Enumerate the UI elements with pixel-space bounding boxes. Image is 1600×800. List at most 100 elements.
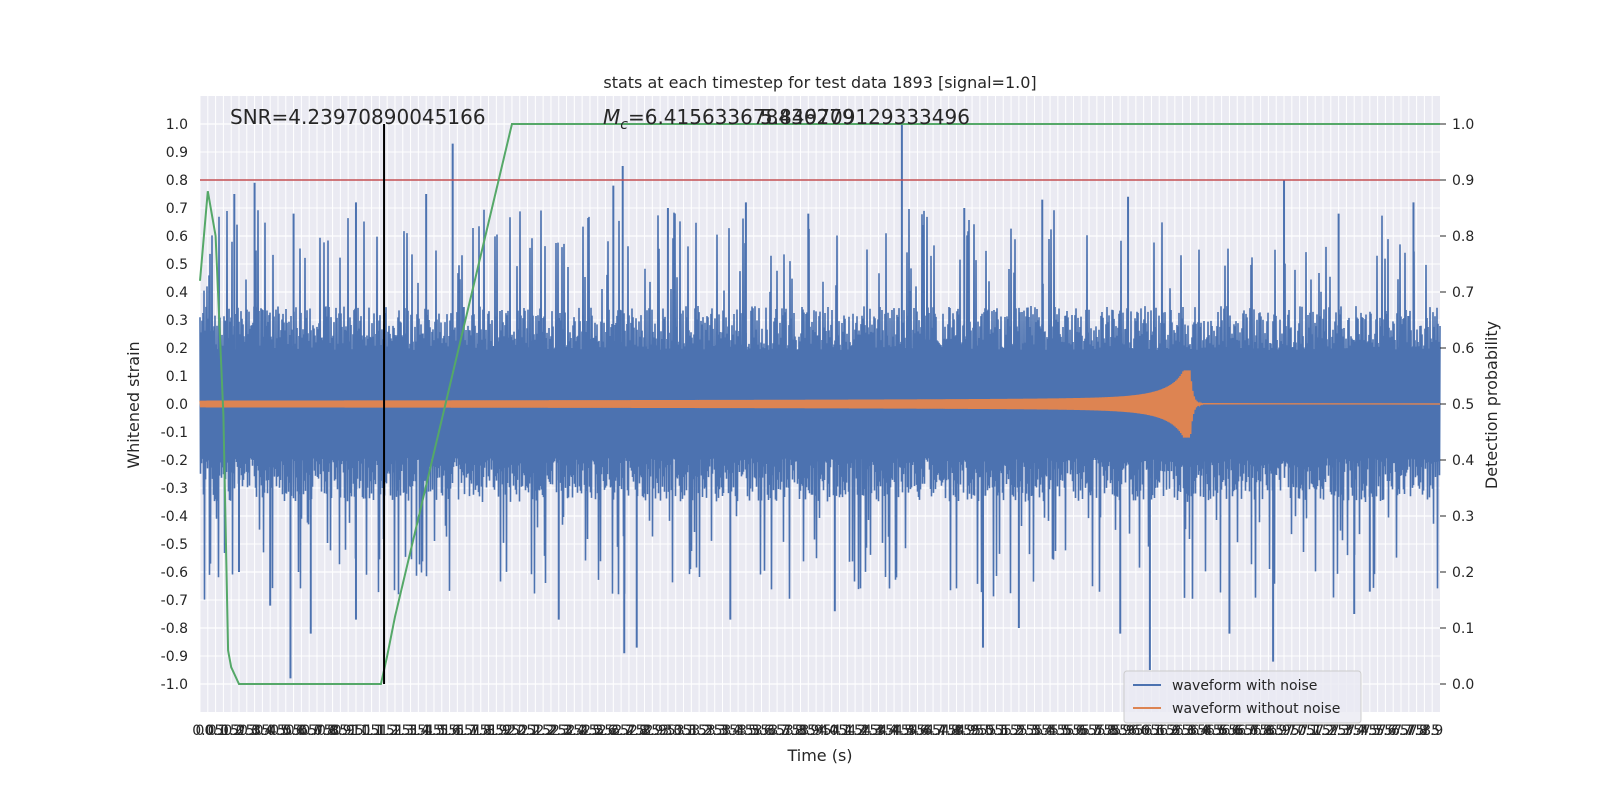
x-tick-label: 1.45 bbox=[411, 723, 442, 739]
x-tick-label: 2.25 bbox=[535, 723, 566, 739]
x-tick-label: 1.85 bbox=[473, 723, 504, 739]
x-tick-label: 3.4 bbox=[719, 723, 741, 739]
x-tick-label: 1.25 bbox=[379, 723, 410, 739]
y2-tick-label: 1.0 bbox=[1452, 117, 1474, 133]
y-tick-label: -0.2 bbox=[161, 453, 188, 469]
x-tick-label: 6.9 bbox=[1265, 723, 1287, 739]
x-tick-label: 6.2 bbox=[1156, 723, 1178, 739]
x-axis-label: Time (s) bbox=[786, 746, 852, 765]
x-tick-label: 6.35 bbox=[1175, 723, 1206, 739]
x-tick-label: 4.65 bbox=[910, 723, 941, 739]
x-tick-label: 3 bbox=[663, 723, 672, 739]
detection-probability-line bbox=[199, 123, 1440, 685]
x-tick-label: 1.8 bbox=[470, 723, 492, 739]
x-tick-label: 5.2 bbox=[1000, 723, 1022, 739]
x-tick-label: 1.7 bbox=[454, 723, 476, 739]
x-tick-label: 3.55 bbox=[738, 723, 769, 739]
x-tick-label: 5.3 bbox=[1016, 723, 1038, 739]
x-tick-label: 2.8 bbox=[626, 723, 648, 739]
x-tick-label: 5.75 bbox=[1081, 723, 1112, 739]
x-tick-label: 0.55 bbox=[270, 723, 301, 739]
x-tick-label: 1.3 bbox=[392, 723, 414, 739]
x-tick-label: 1.9 bbox=[485, 723, 507, 739]
x-tick-label: 7.35 bbox=[1331, 723, 1362, 739]
x-tick-label: 0.2 bbox=[220, 723, 242, 739]
x-tick-label: 4.2 bbox=[844, 723, 866, 739]
x-tick-label: 5.1 bbox=[984, 723, 1006, 739]
x-tick-label: 6.7 bbox=[1234, 723, 1256, 739]
x-tick-label: 2.65 bbox=[598, 723, 629, 739]
legend-label-noise: waveform with noise bbox=[1172, 678, 1317, 694]
y-tick-label: 0.7 bbox=[166, 201, 188, 217]
x-tick-label: 3.75 bbox=[769, 723, 800, 739]
x-tick-label: 0.75 bbox=[301, 723, 332, 739]
x-tick-label: 7.7 bbox=[1390, 723, 1412, 739]
x-tick-label: 0.9 bbox=[329, 723, 351, 739]
x-tick-label: 0.05 bbox=[192, 723, 223, 739]
x-tick-label: 2.3 bbox=[548, 723, 570, 739]
x-tick-label: 5.15 bbox=[988, 723, 1019, 739]
x-tick-label: 3.5 bbox=[735, 723, 757, 739]
x-tick-label: 2.1 bbox=[516, 723, 538, 739]
x-tick-label: 3.8 bbox=[782, 723, 804, 739]
x-tick-label: 3.95 bbox=[801, 723, 832, 739]
x-tick-label: 0.4 bbox=[251, 723, 273, 739]
chirp-mass-annotation: Mc=6.415633678436279 bbox=[603, 105, 855, 133]
x-tick-label: 7.55 bbox=[1362, 723, 1393, 739]
x-tick-label: 2.05 bbox=[504, 723, 535, 739]
chirp-series bbox=[199, 370, 1441, 438]
x-tick-label: 7.9 bbox=[1421, 723, 1443, 739]
y-axis-left: -1.0 -0.9 -0.8 -0.7 -0.6 -0.5 -0.4 -0.3 -0.2 -0.1… bbox=[161, 117, 188, 693]
x-tick-label: 3.65 bbox=[754, 723, 785, 739]
x-tick-label: 7.65 bbox=[1378, 723, 1409, 739]
x-tick-label: 4.7 bbox=[922, 723, 944, 739]
y2-tick-label: 0.8 bbox=[1452, 229, 1474, 245]
x-tick-label: 6.5 bbox=[1203, 723, 1225, 739]
x-tick-label: 1.15 bbox=[364, 723, 395, 739]
x-tick-label: 2.15 bbox=[520, 723, 551, 739]
x-tick-label: 4.5 bbox=[891, 723, 913, 739]
x-tick-label: 0.85 bbox=[317, 723, 348, 739]
y-tick-label: -0.6 bbox=[161, 565, 188, 581]
y-tick-label: 0.1 bbox=[166, 369, 188, 385]
x-tick-label: 3.7 bbox=[766, 723, 788, 739]
x-tick-label: 1.65 bbox=[442, 723, 473, 739]
y2-tick-label: 0.4 bbox=[1452, 453, 1474, 469]
x-tick-label: 3.05 bbox=[660, 723, 691, 739]
y-tick-label: -1.0 bbox=[161, 677, 188, 693]
x-tick-label: 3.25 bbox=[691, 723, 722, 739]
x-tick-label: 0.95 bbox=[333, 723, 364, 739]
x-tick-label: 1.6 bbox=[438, 723, 460, 739]
overlay bbox=[199, 123, 1440, 685]
x-tick-label: 7.85 bbox=[1409, 723, 1440, 739]
x-tick-label: 7.25 bbox=[1315, 723, 1346, 739]
y-tick-label: -0.7 bbox=[161, 593, 188, 609]
x-tick-label: 5 bbox=[975, 723, 984, 739]
x-tick-label: 7.5 bbox=[1359, 723, 1381, 739]
x-tick-label: 4.45 bbox=[879, 723, 910, 739]
y-tick-label: 0.4 bbox=[166, 285, 188, 301]
x-tick-label: 4.3 bbox=[860, 723, 882, 739]
x-tick-label: 7.8 bbox=[1405, 723, 1427, 739]
x-tick-label: 2.4 bbox=[563, 723, 585, 739]
y-tick-label: 0.3 bbox=[166, 313, 188, 329]
x-tick-label: 2.55 bbox=[582, 723, 613, 739]
x-tick-label: 5.5 bbox=[1047, 723, 1069, 739]
x-tick-label: 5.25 bbox=[1003, 723, 1034, 739]
legend-box bbox=[1123, 670, 1362, 724]
x-tick-label: 2.95 bbox=[645, 723, 676, 739]
x-tick-label: 1.55 bbox=[426, 723, 457, 739]
x-tick-label: 1.4 bbox=[407, 723, 429, 739]
x-tick-label: 6.1 bbox=[1140, 723, 1162, 739]
x-tick-label: 1.5 bbox=[423, 723, 445, 739]
x-tick-label: 0.6 bbox=[282, 723, 304, 739]
x-tick-label: 3.85 bbox=[785, 723, 816, 739]
x-tick-label: 4.55 bbox=[894, 723, 925, 739]
x-tick-label: 1.1 bbox=[360, 723, 382, 739]
x-tick-label: 0.5 bbox=[267, 723, 289, 739]
y-tick-label: 0.9 bbox=[166, 145, 188, 161]
x-tick-label: 5.6 bbox=[1062, 723, 1084, 739]
x-tick-label: 6.6 bbox=[1218, 723, 1240, 739]
x-tick-label: 6.8 bbox=[1249, 723, 1271, 739]
